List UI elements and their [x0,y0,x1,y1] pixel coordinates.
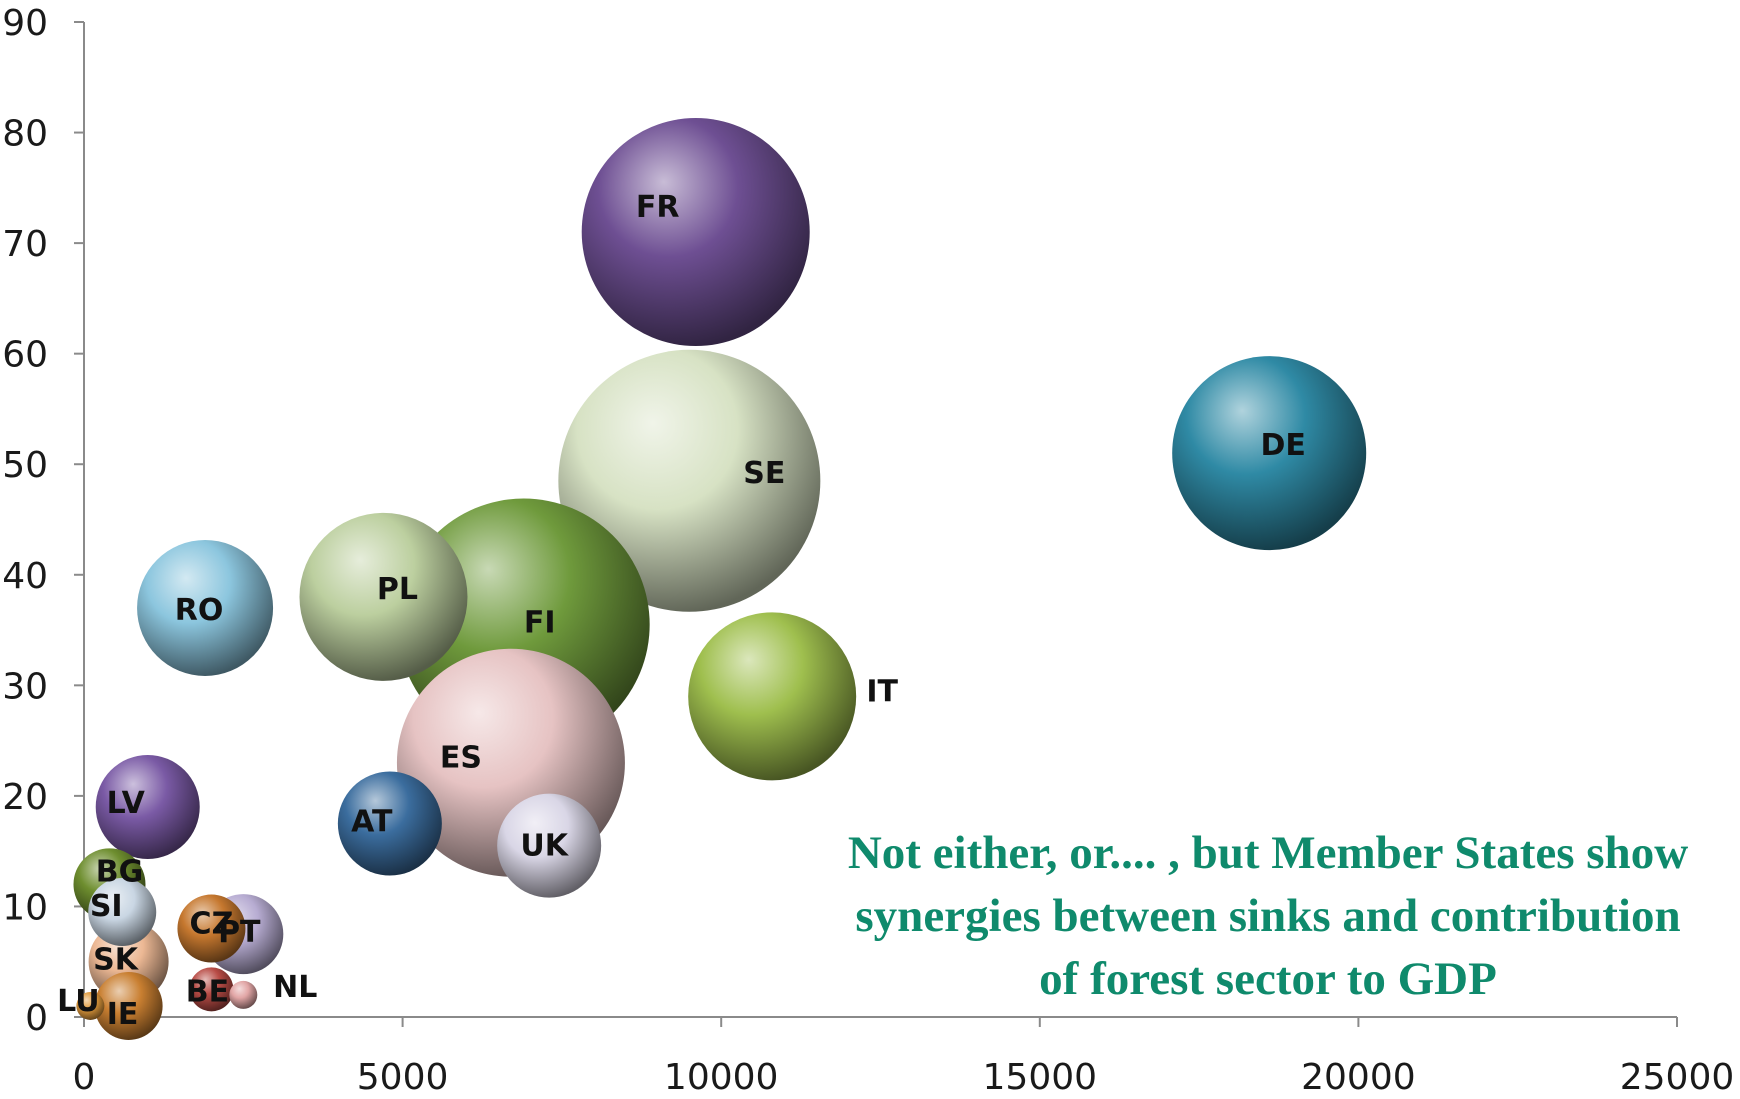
bubble-ro [137,539,274,676]
bubble-label-uk: UK [520,829,569,864]
bubble-label-ie: IE [107,997,139,1032]
bubble-label-bg: BG [96,854,144,889]
bubble-label-be: BE [186,974,229,1009]
bubble-label-pt: PT [218,915,261,950]
annotation-line-2: synergies between sinks and contribution [855,890,1680,942]
bubble-si [88,877,157,946]
bubble-it [688,612,857,781]
bubble-at [337,771,442,876]
y-tick-label: 50 [2,445,48,486]
axes [74,21,1678,1027]
bubble-label-nl: NL [273,970,317,1005]
x-tick-label: 25000 [1620,1057,1735,1098]
bubble-label-lu: LU [57,984,99,1019]
bubble-label-de: DE [1260,428,1305,463]
bubble-se [558,349,821,612]
x-tick-label: 10000 [664,1057,779,1098]
bubble-lu [76,991,105,1020]
tick-labels: 0 10 20 30 40 50 60 70 80 90 0 5000 10000 15000 20000 2… [2,3,1734,1098]
annotation-line-3: of forest sector to GDP [1039,953,1497,1005]
bubble-label-sk: SK [93,943,140,978]
y-tick-label: 20 [2,777,48,818]
bubble-pl [299,512,468,681]
bubble-be [189,967,234,1012]
bubble-label-at: AT [351,805,393,840]
bubble-ie [94,971,163,1040]
bubbles [73,118,1367,1040]
y-tick-label: 80 [2,114,48,155]
x-tick-label: 0 [73,1057,96,1098]
annotation: Not either, or.... , but Member States s… [848,827,1688,1005]
y-tick-label: 10 [2,887,48,928]
bubble-label-ro: RO [175,593,224,628]
y-tick-label: 30 [2,666,48,707]
bubble-nl [229,980,258,1009]
bubble-de [1172,356,1367,551]
bubble-label-pl: PL [377,572,418,607]
annotation-line-1: Not either, or.... , but Member States s… [848,827,1688,879]
x-tick-label: 20000 [1301,1057,1416,1098]
bubble-lv [95,754,200,859]
y-tick-label: 0 [25,998,48,1039]
y-tick-label: 40 [2,556,48,597]
bubble-label-it: IT [866,674,898,709]
bubble-label-se: SE [743,456,785,491]
bubble-cz [177,894,246,963]
bubble-label-cz: CZ [190,907,234,942]
bubble-fr [581,118,810,347]
x-tick-label: 15000 [983,1057,1098,1098]
bubble-label-es: ES [440,741,482,776]
bubble-label-fr: FR [636,190,680,225]
x-tick-label: 5000 [357,1057,449,1098]
bubble-label-fi: FI [524,606,556,641]
y-tick-label: 60 [2,335,48,376]
y-tick-label: 70 [2,224,48,265]
bubble-label-lv: LV [107,786,146,821]
bubble-label-si: SI [90,889,123,924]
y-tick-label: 90 [2,3,48,44]
bubble-uk [497,793,602,898]
